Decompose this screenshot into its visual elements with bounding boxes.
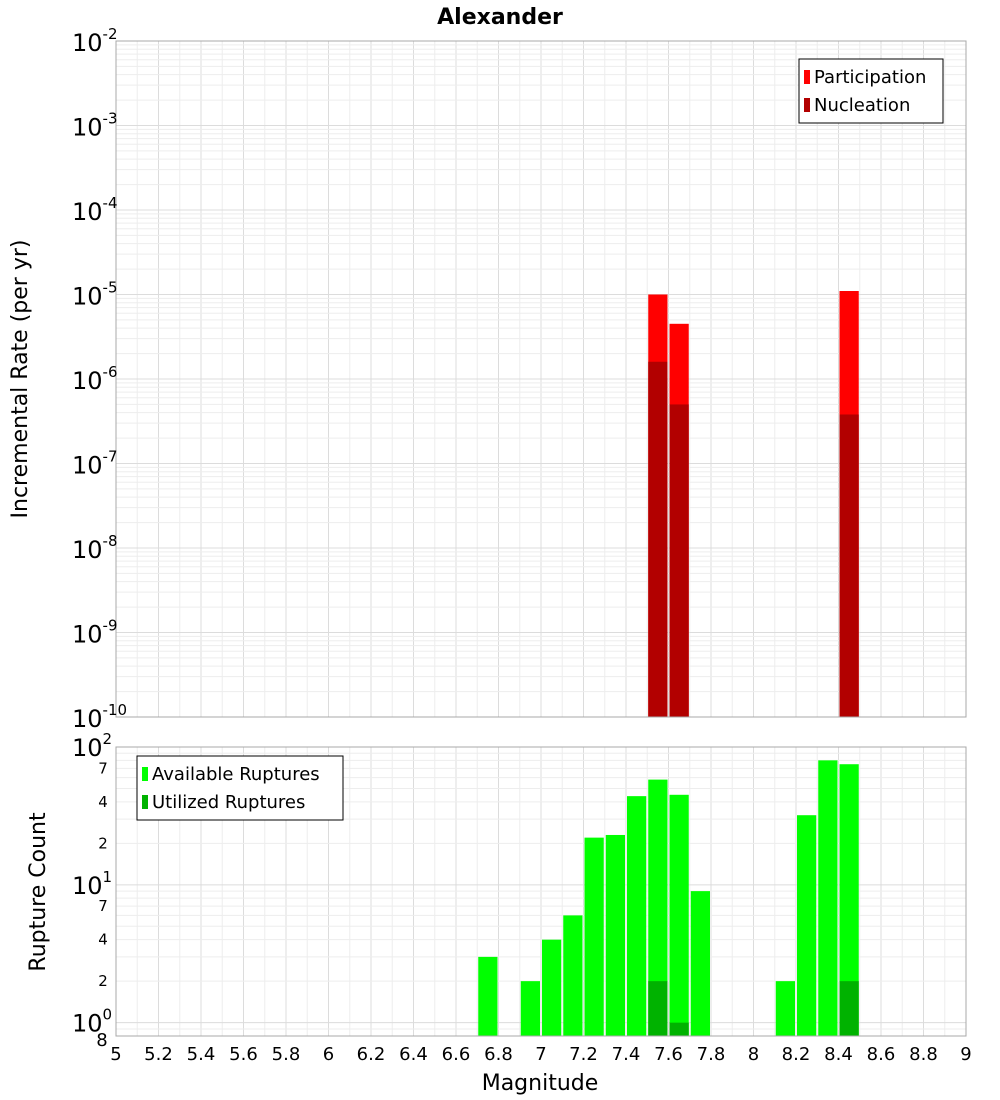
legend-box xyxy=(798,58,944,124)
count-y-minor-tick-label: 2 xyxy=(98,972,108,990)
magnitude-x-tick-label: 7.8 xyxy=(697,1044,726,1065)
bar-available-ruptures xyxy=(478,956,498,1036)
rate-y-tick-label: 10-7 xyxy=(72,448,118,480)
count-y-minor-tick-label: 8 xyxy=(96,1030,107,1051)
bar-available-ruptures xyxy=(584,837,604,1036)
legend-swatch xyxy=(804,70,810,84)
magnitude-x-tick-label: 8.4 xyxy=(824,1044,853,1065)
rate-y-tick-label: 10-8 xyxy=(72,532,118,564)
magnitude-x-tick-label: 7.4 xyxy=(612,1044,641,1065)
magnitude-x-tick-label: 5.4 xyxy=(187,1044,216,1065)
magnitude-x-tick-label: 7 xyxy=(535,1044,546,1065)
count-y-tick-label: 101 xyxy=(72,868,112,900)
magnitude-x-tick-label: 6.2 xyxy=(357,1044,386,1065)
magnitude-x-tick-label: 8.2 xyxy=(782,1044,811,1065)
bar-utilized-ruptures xyxy=(648,981,668,1036)
rate-y-tick-label: 10-4 xyxy=(72,194,118,226)
bar-available-ruptures xyxy=(648,779,668,1036)
rate-y-tick-label: 10-6 xyxy=(72,363,118,395)
magnitude-x-tick-label: 7.6 xyxy=(654,1044,683,1065)
magnitude-x-tick-label: 5.6 xyxy=(229,1044,258,1065)
legend-label: Utilized Ruptures xyxy=(152,792,305,813)
magnitude-x-tick-label: 6.8 xyxy=(484,1044,513,1065)
bar-nucleation xyxy=(648,361,668,717)
bar-utilized-ruptures xyxy=(839,981,859,1036)
magnitude-x-tick-label: 5.8 xyxy=(272,1044,301,1065)
bar-available-ruptures xyxy=(605,834,625,1036)
legend-swatch xyxy=(142,795,148,809)
rate-legend: Participation Nucleation xyxy=(798,58,944,124)
legend-label: Available Ruptures xyxy=(152,764,320,785)
x-axis-label: Magnitude xyxy=(482,1071,599,1096)
legend-label: Nucleation xyxy=(814,95,910,116)
bar-available-ruptures xyxy=(690,891,710,1036)
count-y-tick-label: 102 xyxy=(72,730,112,762)
count-y-ticks: 100 101 102 8 2 4 7 2 4 7 xyxy=(72,730,112,1051)
magnitude-x-tick-label: 5.2 xyxy=(144,1044,173,1065)
count-y-tick-label: 100 xyxy=(72,1006,112,1038)
count-y-minor-tick-label: 2 xyxy=(98,834,108,852)
magnitude-x-ticks: 5 5.2 5.4 5.6 5.8 6 6.2 6.4 6.6 6.8 7 7.2 7.4 7.6 7.8 8… xyxy=(110,1044,971,1065)
bar-available-ruptures xyxy=(775,981,795,1036)
rate-y-tick-label: 10-3 xyxy=(72,110,118,142)
bar-nucleation xyxy=(839,414,859,717)
rate-y-tick-label: 10-5 xyxy=(72,279,118,311)
bar-available-ruptures xyxy=(627,796,647,1036)
legend-box xyxy=(136,755,344,821)
bar-available-ruptures xyxy=(669,794,689,1036)
count-y-axis-label: Rupture Count xyxy=(26,812,51,972)
bar-utilized-ruptures xyxy=(669,1022,689,1036)
magnitude-x-tick-label: 6 xyxy=(323,1044,334,1065)
count-panel: 100 101 102 8 2 4 7 2 4 7 5 5.2 5.4 5.6 5.8 6 6.2 6.4 6.6… xyxy=(26,730,972,1096)
legend-swatch xyxy=(804,98,810,112)
bar-available-ruptures xyxy=(797,815,817,1036)
rate-panel: 10-10 10-9 10-8 10-7 10-6 10-5 10-4 10-3 10-2 In… xyxy=(8,25,967,733)
count-y-minor-tick-label: 7 xyxy=(98,759,108,777)
bar-available-ruptures xyxy=(839,764,859,1036)
magnitude-x-tick-label: 9 xyxy=(960,1044,971,1065)
rate-y-axis-label: Incremental Rate (per yr) xyxy=(8,240,33,519)
count-legend: Available Ruptures Utilized Ruptures xyxy=(136,755,344,821)
magnitude-x-tick-label: 5 xyxy=(110,1044,121,1065)
magnitude-x-tick-label: 8.8 xyxy=(909,1044,938,1065)
rate-y-tick-label: 10-2 xyxy=(72,25,118,57)
bar-available-ruptures xyxy=(818,760,838,1036)
rate-y-tick-label: 10-9 xyxy=(72,617,118,649)
count-bars xyxy=(478,760,859,1036)
count-plot-border xyxy=(115,746,967,1037)
bar-available-ruptures xyxy=(563,915,583,1036)
bar-available-ruptures xyxy=(542,939,562,1036)
bar-nucleation xyxy=(669,404,689,717)
magnitude-x-tick-label: 8 xyxy=(748,1044,759,1065)
magnitude-x-tick-label: 8.6 xyxy=(867,1044,896,1065)
count-y-minor-tick-label: 4 xyxy=(98,793,108,811)
rate-bars xyxy=(648,291,859,717)
rate-y-tick-label: 10-10 xyxy=(72,701,127,733)
magnitude-x-tick-label: 7.2 xyxy=(569,1044,598,1065)
rate-y-ticks: 10-10 10-9 10-8 10-7 10-6 10-5 10-4 10-3 10-2 xyxy=(72,25,127,733)
count-y-minor-tick-label: 4 xyxy=(98,931,108,949)
chart-title: Alexander xyxy=(437,5,563,30)
bar-available-ruptures xyxy=(520,981,540,1036)
magnitude-x-tick-label: 6.6 xyxy=(442,1044,471,1065)
rate-grid xyxy=(115,41,967,718)
magnitude-x-tick-label: 6.4 xyxy=(399,1044,428,1065)
legend-label: Participation xyxy=(814,67,926,88)
legend-swatch xyxy=(142,767,148,781)
count-y-minor-tick-label: 7 xyxy=(98,897,108,915)
rate-plot-border xyxy=(115,40,967,718)
